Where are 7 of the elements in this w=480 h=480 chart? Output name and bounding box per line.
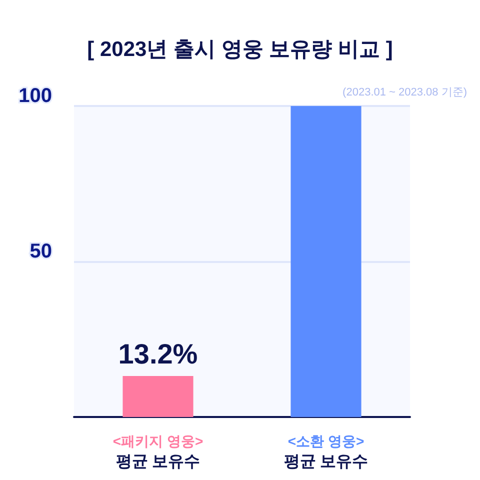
x-tick-label: <패키지 영웅> 평균 보유수 xyxy=(112,433,204,470)
data-label: 13.2% xyxy=(118,338,198,370)
chart-title: [ 2023년 출시 영웅 보유량 비교 ] xyxy=(87,38,393,61)
chart-subtitle: (2023.01 ~ 2023.08 기준) xyxy=(342,86,468,98)
y-tick-label: 50 xyxy=(30,240,52,262)
x-tick-label: <소환 영웅> 평균 보유수 xyxy=(284,433,368,470)
y-tick-label: 100 xyxy=(18,85,52,107)
